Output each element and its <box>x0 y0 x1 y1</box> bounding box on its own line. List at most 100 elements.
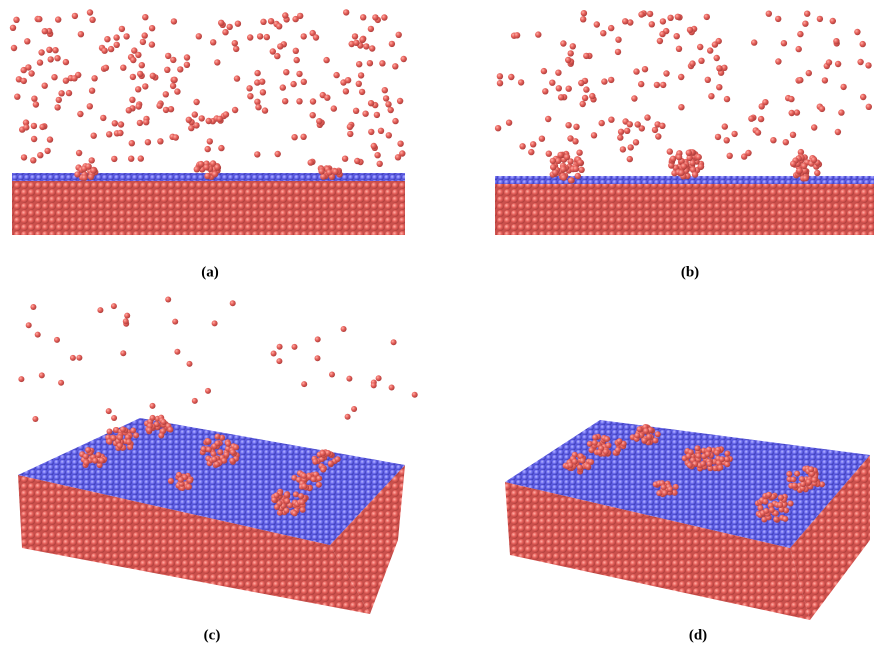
particle <box>343 88 349 94</box>
particle <box>66 90 72 96</box>
particle <box>704 14 710 20</box>
particle <box>601 78 607 84</box>
particle <box>31 123 37 129</box>
particle <box>724 456 730 462</box>
particle <box>138 155 144 161</box>
particle <box>320 467 326 473</box>
particle <box>137 120 143 126</box>
particle <box>196 33 202 39</box>
particle <box>530 141 536 147</box>
particle <box>539 136 545 142</box>
particle <box>627 156 633 162</box>
particle <box>379 60 385 66</box>
particle <box>802 21 808 27</box>
particle <box>678 74 684 80</box>
particle <box>203 164 209 170</box>
particle <box>716 65 722 71</box>
particle <box>100 115 106 121</box>
particle <box>345 414 351 420</box>
particle <box>230 300 236 306</box>
particle <box>497 80 503 86</box>
particle <box>624 128 630 134</box>
particle <box>83 453 89 459</box>
particle <box>686 453 692 459</box>
particle <box>660 82 666 88</box>
particle <box>223 111 229 117</box>
particle <box>545 116 551 122</box>
particle <box>606 442 612 448</box>
particle <box>358 72 364 78</box>
particle <box>376 375 382 381</box>
particle <box>587 441 593 447</box>
particle <box>24 38 30 44</box>
particle <box>391 339 397 345</box>
particle <box>187 361 193 367</box>
particle <box>724 461 730 467</box>
particle <box>662 490 668 496</box>
particle <box>139 62 145 68</box>
particle <box>156 103 162 109</box>
particle <box>788 501 794 507</box>
particle <box>170 57 176 63</box>
particle <box>63 59 69 65</box>
particle <box>696 453 702 459</box>
particle <box>293 491 299 497</box>
particle <box>766 492 772 498</box>
particle <box>140 39 146 45</box>
particle <box>676 46 682 52</box>
particle <box>89 17 95 23</box>
particle <box>91 75 97 81</box>
particle <box>542 88 548 94</box>
particle <box>811 124 817 130</box>
particle <box>866 104 872 110</box>
particle <box>30 304 36 310</box>
particle <box>604 436 610 442</box>
particle <box>291 134 297 140</box>
particle <box>133 432 139 438</box>
particle <box>578 167 584 173</box>
particle <box>497 73 503 79</box>
substrate <box>12 180 405 235</box>
page: {"panels": [{"label": "(a)"}, {"label": … <box>0 0 874 649</box>
particle <box>617 438 623 444</box>
particle <box>254 70 260 76</box>
particle <box>385 101 391 107</box>
particle <box>308 159 314 165</box>
particle <box>560 166 566 172</box>
particle <box>799 476 805 482</box>
particle <box>117 130 123 136</box>
particle <box>717 465 723 471</box>
particle <box>76 150 82 156</box>
particle <box>826 59 832 65</box>
particle <box>748 116 754 122</box>
particle <box>32 416 38 422</box>
particle <box>745 150 751 156</box>
particle <box>96 452 102 458</box>
particle <box>535 31 541 37</box>
particle <box>313 34 319 40</box>
particle <box>518 79 524 85</box>
particle <box>325 450 331 456</box>
particle <box>360 14 366 20</box>
particle <box>722 123 728 129</box>
particle <box>689 60 695 66</box>
particle <box>163 107 169 113</box>
particle <box>854 29 860 35</box>
particle <box>592 434 598 440</box>
particle <box>215 434 221 440</box>
particle <box>681 163 687 169</box>
particle <box>633 139 639 145</box>
particle <box>642 438 648 444</box>
particle <box>39 124 45 130</box>
particle <box>233 46 239 52</box>
particle <box>368 100 374 106</box>
particle <box>766 11 772 17</box>
particle <box>108 46 114 52</box>
particle <box>655 431 661 437</box>
particle <box>346 376 352 382</box>
particle <box>214 164 220 170</box>
particle <box>206 118 212 124</box>
particle <box>506 120 512 126</box>
particle <box>653 438 659 444</box>
particle <box>301 483 307 489</box>
